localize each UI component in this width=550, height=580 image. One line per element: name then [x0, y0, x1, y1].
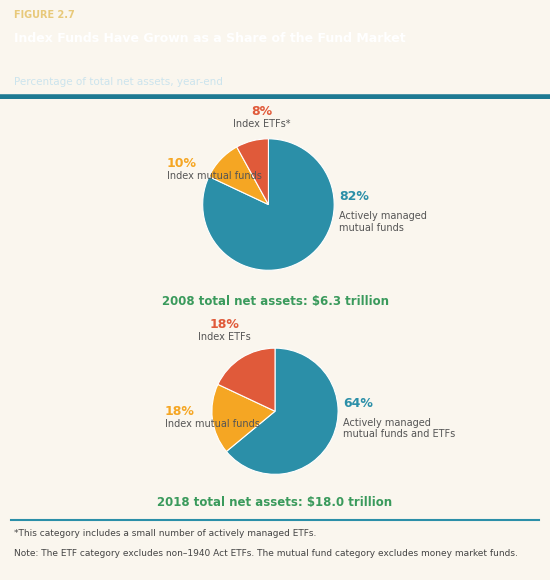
- Text: 8%: 8%: [251, 105, 272, 118]
- Wedge shape: [203, 139, 334, 270]
- Text: Percentage of total net assets, year-end: Percentage of total net assets, year-end: [14, 77, 223, 87]
- Text: 18%: 18%: [210, 318, 239, 331]
- Text: 64%: 64%: [343, 397, 373, 410]
- Text: Index mutual funds: Index mutual funds: [167, 171, 261, 180]
- Text: Index mutual funds: Index mutual funds: [164, 419, 260, 429]
- Text: Note: The ETF category excludes non–1940 Act ETFs. The mutual fund category excl: Note: The ETF category excludes non–1940…: [14, 549, 518, 558]
- Text: Actively managed
mutual funds: Actively managed mutual funds: [339, 211, 427, 233]
- Text: 10%: 10%: [167, 157, 196, 171]
- Text: Index Funds Have Grown as a Share of the Fund Market: Index Funds Have Grown as a Share of the…: [14, 31, 405, 45]
- Text: Actively managed
mutual funds and ETFs: Actively managed mutual funds and ETFs: [343, 418, 455, 439]
- Text: *This category includes a small number of actively managed ETFs.: *This category includes a small number o…: [14, 530, 316, 538]
- Wedge shape: [227, 348, 338, 474]
- Text: Index ETFs: Index ETFs: [198, 332, 251, 342]
- Text: 82%: 82%: [339, 190, 369, 203]
- Wedge shape: [218, 348, 275, 411]
- Wedge shape: [236, 139, 268, 205]
- Text: 18%: 18%: [164, 405, 195, 418]
- Wedge shape: [212, 385, 275, 451]
- Text: 2008 total net assets: $6.3 trillion: 2008 total net assets: $6.3 trillion: [162, 295, 388, 308]
- Text: Index ETFs*: Index ETFs*: [233, 119, 290, 129]
- Text: 2018 total net assets: $18.0 trillion: 2018 total net assets: $18.0 trillion: [157, 496, 393, 509]
- Text: FIGURE 2.7: FIGURE 2.7: [14, 10, 74, 20]
- Wedge shape: [209, 147, 268, 205]
